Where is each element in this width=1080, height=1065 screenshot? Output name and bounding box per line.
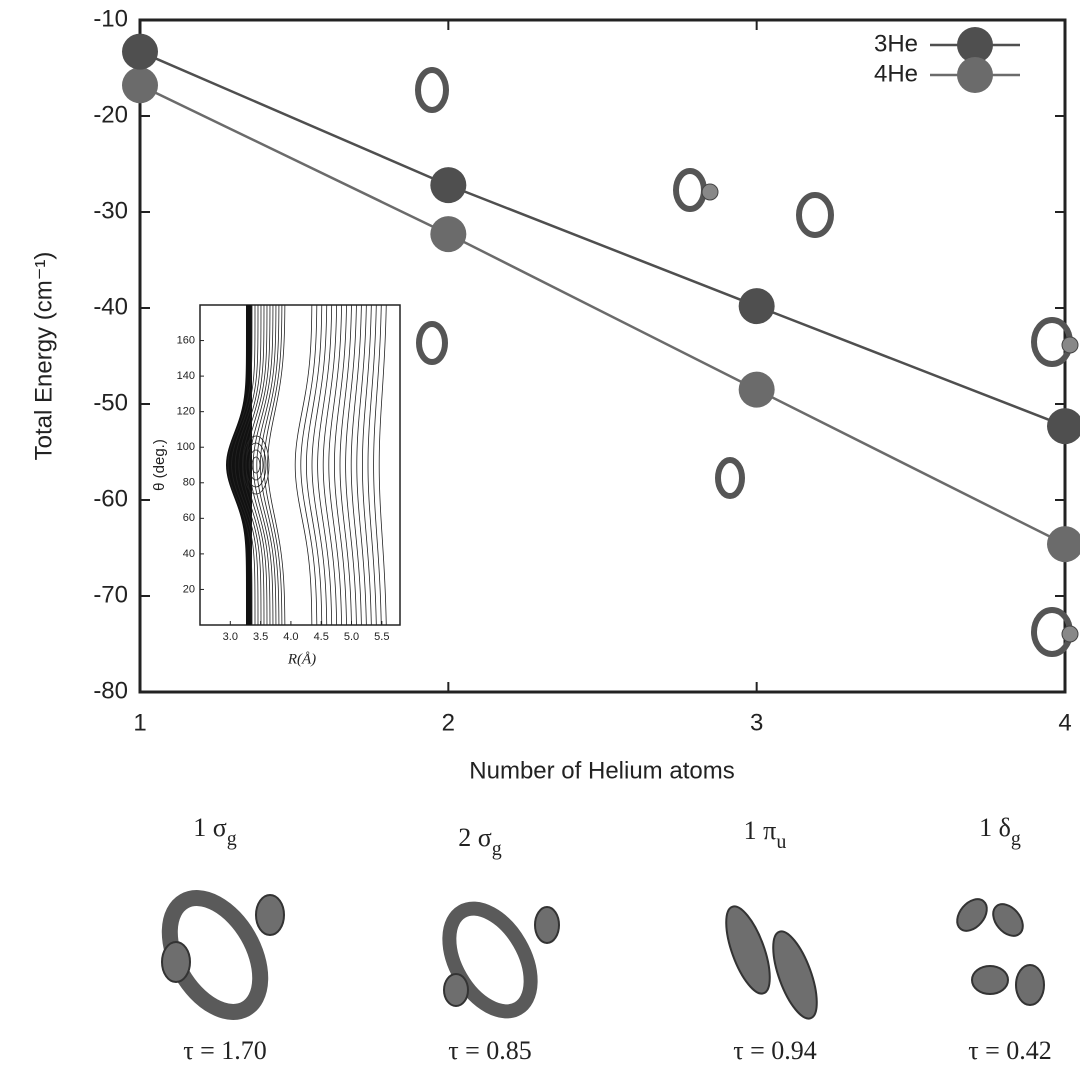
orbital-symbol: 1 π: [744, 816, 777, 845]
inset-y-tick-label: 140: [177, 370, 195, 382]
inset-x-tick-label: 3.5: [253, 631, 268, 643]
contour-line: [345, 304, 357, 626]
inset-y-tick-label: 100: [177, 441, 195, 453]
orbital-symbol: 2 σ: [458, 823, 492, 852]
orbital-label: 1 δg: [979, 813, 1021, 850]
orbital-subscript: g: [1011, 828, 1021, 850]
contour-line: [373, 304, 382, 626]
inset: R(Å) θ (deg.) 20 40 60 80 100 120 140 160 3.0 3.5…: [151, 304, 401, 667]
data-point: [738, 371, 775, 408]
inset-x-tick-label: 5.5: [374, 631, 389, 643]
contour-line: [248, 449, 264, 481]
contour-line: [245, 442, 267, 488]
y-tick-label: -60: [93, 485, 128, 512]
data-point: [430, 216, 467, 253]
orbital-tau: τ = 1.70: [183, 1036, 267, 1065]
x-tick-label: 1: [133, 709, 146, 736]
inset-x-tick-label: 4.0: [283, 631, 298, 643]
x-tick-label: 2: [442, 709, 455, 736]
orbital-tau: τ = 0.94: [733, 1036, 817, 1065]
orbital-symbol: 1 δ: [979, 813, 1011, 842]
contour-line: [350, 304, 362, 626]
contour-line: [311, 304, 328, 626]
inset-y-tick-label: 20: [183, 583, 195, 595]
orbital-subscript: u: [776, 831, 786, 853]
data-point: [738, 288, 775, 325]
inset-y-tick-label: 40: [183, 548, 195, 560]
y-tick-label: -40: [93, 293, 128, 320]
contour-line: [234, 304, 259, 626]
data-point: [122, 67, 158, 104]
contour-line: [356, 304, 367, 626]
orbital-label: 2 σg: [458, 823, 502, 860]
inset-y-tick-label: 160: [177, 334, 195, 346]
contour-line: [367, 304, 377, 626]
series-line: [139, 50, 1066, 428]
orbital-label: 1 σg: [193, 813, 237, 850]
orbital-subscript: g: [227, 828, 237, 850]
orbital-label: 1 πu: [744, 816, 787, 853]
inset-x-tick-label: 4.5: [314, 631, 329, 643]
orbital-shapes: [161, 890, 1045, 1020]
legend-marker: [957, 57, 993, 93]
contour-line: [267, 304, 286, 626]
contour-lines: [226, 304, 387, 626]
y-axis-label: Total Energy (cm⁻¹): [30, 252, 57, 461]
contour-line: [300, 304, 318, 626]
inset-y-tick-label: 120: [177, 406, 195, 418]
contour-line: [378, 304, 387, 626]
orbital-icons: [161, 67, 1079, 1020]
data-point: [1047, 408, 1080, 445]
y-tick-label: -30: [93, 197, 128, 224]
inset-y-tick-label: 60: [183, 512, 195, 524]
legend-label: 4He: [874, 60, 918, 87]
x-tick-label: 4: [1058, 709, 1071, 736]
contour-line: [328, 304, 342, 626]
inset-x-tick-label: 3.0: [223, 631, 238, 643]
contour-line: [317, 304, 333, 626]
x-tick-label: 3: [750, 709, 763, 736]
contour-line: [339, 304, 352, 626]
contour-line: [238, 304, 262, 626]
y-tick-label: -20: [93, 101, 128, 128]
data-point: [430, 167, 467, 204]
inset-x-tick-label: 5.0: [344, 631, 359, 643]
orbital-icon: [415, 67, 1079, 657]
x-axis-label: Number of Helium atoms: [469, 757, 734, 784]
contour-line: [322, 304, 338, 626]
y-tick-label: -50: [93, 389, 128, 416]
series-line: [139, 84, 1066, 546]
contour-line: [249, 304, 271, 626]
orbital-tau: τ = 0.42: [968, 1036, 1052, 1065]
contour-line: [263, 304, 283, 626]
inset-x-label: R(Å): [287, 651, 316, 667]
orbital-tau: τ = 0.85: [448, 1036, 532, 1065]
orbital-symbol: 1 σ: [193, 813, 227, 842]
contour-line: [333, 304, 347, 626]
contour-line: [361, 304, 372, 626]
contour-line: [252, 304, 274, 626]
inset-y-tick-label: 80: [183, 477, 195, 489]
contour-line: [227, 305, 253, 625]
inset-y-label: θ (deg.): [151, 439, 168, 491]
contour-line: [231, 304, 256, 626]
y-tick-label: -80: [93, 677, 128, 704]
contour-line: [294, 304, 313, 626]
y-tick-label: -10: [93, 5, 128, 32]
contour-line: [241, 304, 265, 626]
contour-line: [305, 304, 323, 626]
contour-line: [251, 456, 261, 474]
legend-label: 3He: [874, 30, 918, 57]
data-point: [122, 33, 158, 70]
contour-line: [242, 435, 270, 495]
orbital-subscript: g: [492, 838, 502, 860]
y-tick-label: -70: [93, 581, 128, 608]
legend-marker: [957, 27, 993, 63]
contour-line: [256, 304, 277, 626]
data-point: [1047, 526, 1080, 563]
